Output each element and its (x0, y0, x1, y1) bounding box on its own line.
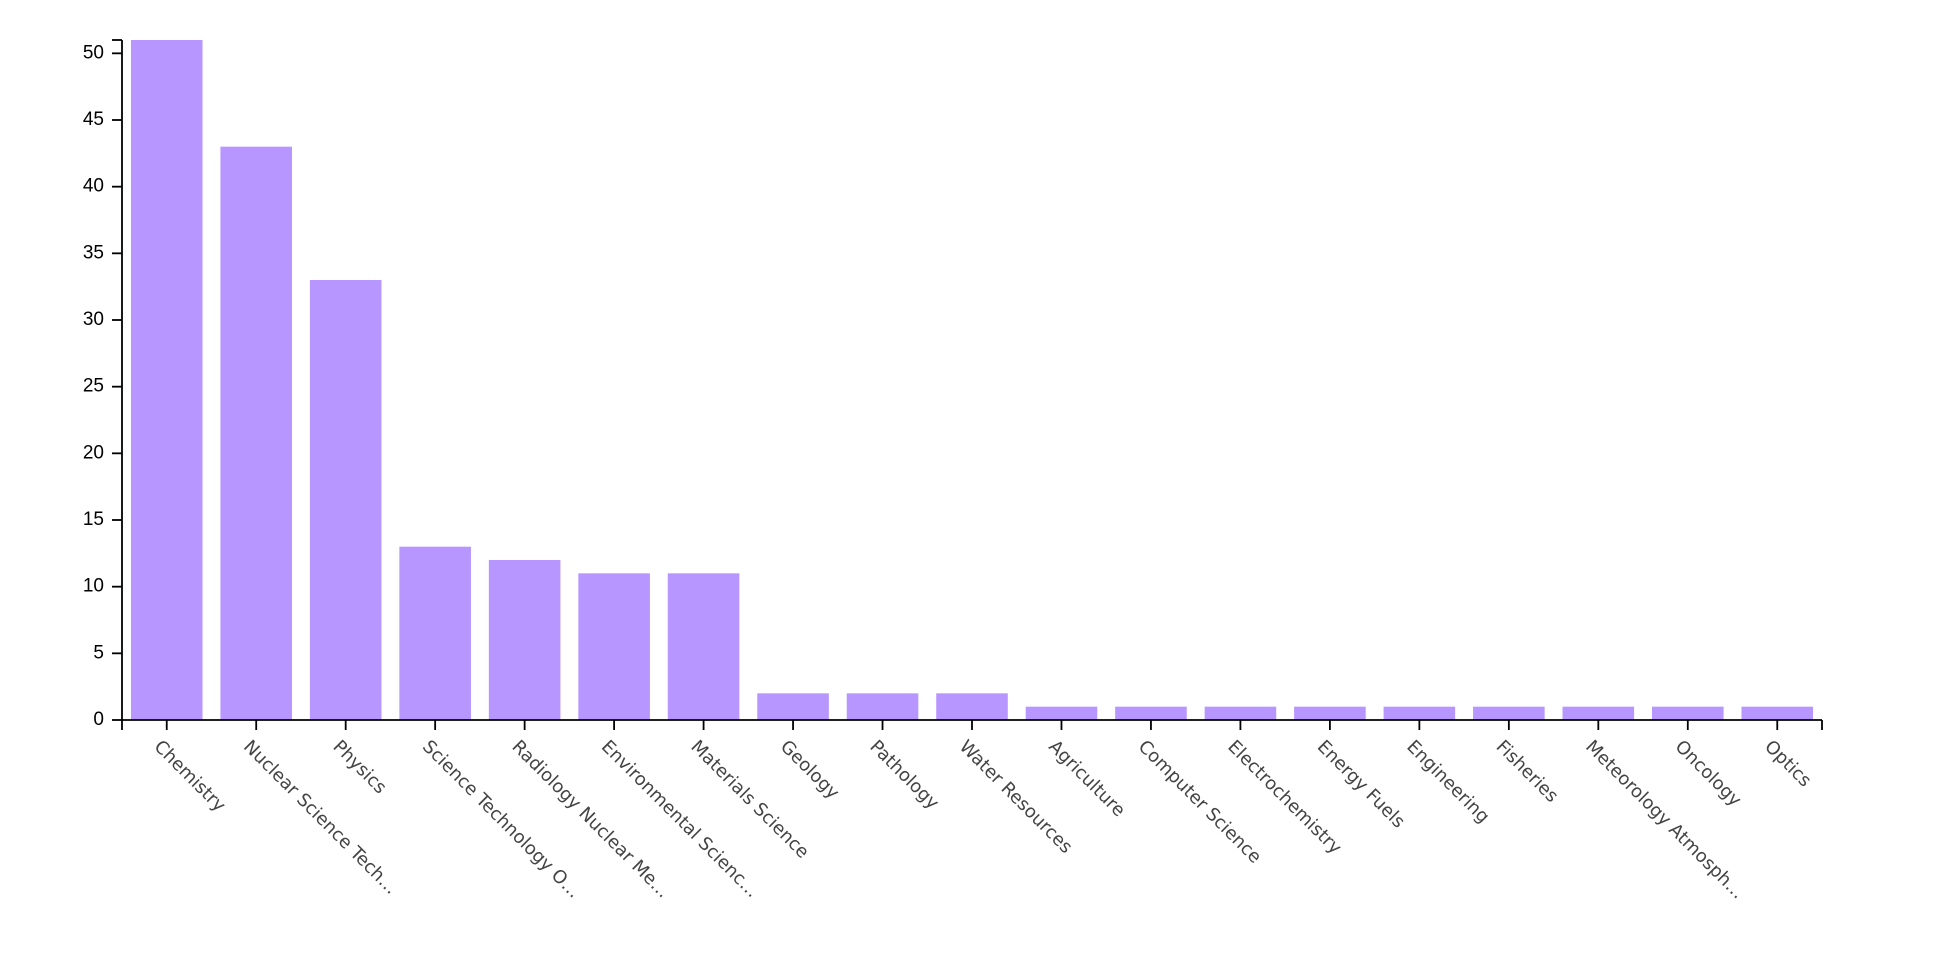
bar-13 (1294, 706, 1366, 720)
y-tick-label-1: 5 (93, 642, 104, 663)
x-tick-label-16: Meteorology Atmosph… (1581, 736, 1748, 903)
x-tick-label-5: Environmental Scienc… (597, 736, 763, 902)
y-tick-label-8: 40 (83, 176, 104, 197)
y-tick-label-4: 20 (83, 442, 104, 463)
bar-12 (1204, 706, 1277, 720)
x-tick-label-10: Agriculture (1044, 736, 1129, 821)
x-tick-label-13: Energy Fuels (1313, 736, 1409, 832)
bar-11 (1115, 706, 1187, 720)
x-tick-label-2: Physics (329, 736, 391, 798)
bar-16 (1562, 706, 1635, 720)
bar-14 (1383, 706, 1456, 720)
x-tick-label-18: Optics (1760, 736, 1815, 791)
y-tick-label-2: 10 (83, 576, 104, 597)
x-tick-label-15: Fisheries (1492, 736, 1563, 807)
x-tick-label-3: Science Technology O… (418, 736, 584, 902)
bar-2 (309, 280, 382, 720)
bar-18 (1741, 706, 1814, 720)
x-axis: Chemistry Nuclear Science Tech…Physics Sci… (121, 719, 1823, 903)
x-tick-label-7: Geology (776, 736, 844, 804)
bar-15 (1473, 706, 1545, 720)
x-tick-label-1: Nuclear Science Tech… (239, 736, 402, 899)
y-tick-label-0: 0 (93, 709, 104, 730)
bar-9 (936, 693, 1008, 720)
y-tick-label-6: 30 (83, 309, 104, 330)
y-tick-label-10: 50 (83, 42, 104, 63)
x-tick-label-8: Pathology (865, 736, 943, 814)
x-tick-label-4: Radiology Nuclear Me… (508, 736, 674, 902)
y-tick-label-7: 35 (83, 242, 104, 263)
y-tick-label-3: 15 (83, 509, 104, 530)
x-tick-label-17: Oncology (1671, 736, 1746, 811)
y-tick-label-5: 25 (83, 376, 104, 397)
bar-1 (220, 146, 292, 721)
bar-7 (757, 693, 829, 720)
bar-6 (667, 573, 740, 720)
x-tick-label-0: Chemistry (150, 736, 230, 816)
bars-layer (130, 40, 1814, 721)
x-tick-label-14: Engineering (1402, 736, 1493, 827)
bar-5 (578, 573, 650, 720)
bar-0 (130, 40, 203, 720)
y-tick-label-9: 45 (83, 109, 104, 130)
bar-3 (399, 546, 471, 720)
bar-10 (1025, 706, 1098, 720)
bar-4 (488, 560, 561, 720)
bar-8 (846, 693, 919, 720)
y-axis: 0 5 10 15 20 25 30 35 40 45 50 (83, 39, 123, 730)
bar-17 (1652, 706, 1724, 720)
